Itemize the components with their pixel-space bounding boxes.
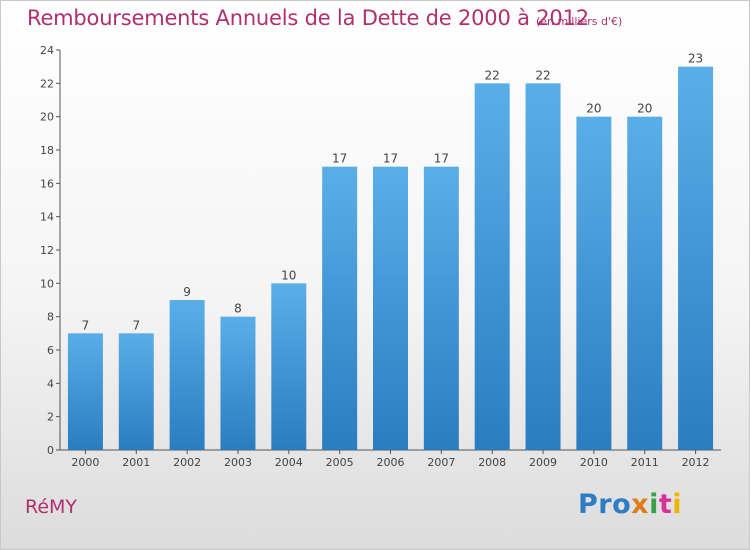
- y-tick-label: 2: [47, 411, 54, 424]
- bar-value-label: 20: [586, 102, 601, 116]
- y-tick-label: 14: [40, 211, 54, 224]
- bar-value-label: 17: [332, 152, 347, 166]
- bar-value-label: 7: [82, 318, 90, 332]
- x-tick-label: 2000: [71, 456, 99, 469]
- x-tick-label: 2007: [427, 456, 455, 469]
- y-tick-label: 18: [40, 144, 54, 157]
- logo-part: Pro: [578, 489, 632, 520]
- y-tick-label: 20: [40, 111, 54, 124]
- chart-title: Remboursements Annuels de la Dette de 20…: [27, 6, 589, 30]
- logo-part: i: [649, 489, 659, 520]
- y-tick-label: 0: [47, 444, 54, 457]
- y-tick-label: 4: [47, 377, 54, 390]
- bar-value-label: 9: [183, 285, 191, 299]
- bar: [678, 66, 714, 451]
- proxiti-logo: Proxiti: [578, 489, 682, 520]
- bar: [271, 283, 307, 450]
- x-tick-label: 2012: [682, 456, 710, 469]
- bar-value-label: 10: [281, 268, 296, 282]
- logo-part: x: [631, 489, 650, 520]
- x-tick-label: 2005: [326, 456, 354, 469]
- y-tick-label: 12: [40, 244, 54, 257]
- x-tick-label: 2006: [377, 456, 405, 469]
- town-name: RéMY: [25, 496, 78, 518]
- x-tick-label: 2010: [580, 456, 608, 469]
- logo-part: t: [658, 489, 673, 520]
- bar: [322, 166, 358, 450]
- y-tick-label: 16: [40, 177, 54, 190]
- bar: [118, 333, 154, 450]
- x-tick-label: 2004: [275, 456, 303, 469]
- bar: [373, 166, 408, 450]
- bar: [220, 316, 256, 450]
- bar-value-label: 17: [383, 152, 398, 166]
- bar-value-label: 23: [688, 52, 703, 66]
- bar-value-label: 7: [132, 318, 140, 332]
- bar: [576, 116, 612, 451]
- bar-value-label: 17: [434, 152, 449, 166]
- x-tick-label: 2002: [173, 456, 201, 469]
- bar-value-label: 22: [485, 68, 500, 82]
- bar: [474, 83, 510, 450]
- bar: [67, 333, 103, 450]
- y-tick-label: 22: [40, 77, 54, 90]
- y-tick-label: 24: [40, 44, 54, 57]
- x-tick-label: 2001: [122, 456, 150, 469]
- x-tick-label: 2008: [478, 456, 506, 469]
- x-tick-label: 2003: [224, 456, 252, 469]
- x-tick-label: 2009: [529, 456, 557, 469]
- x-tick-label: 2011: [631, 456, 659, 469]
- bar-value-label: 8: [234, 302, 242, 316]
- bar: [627, 116, 663, 451]
- bar: [169, 300, 205, 450]
- y-tick-label: 8: [47, 311, 54, 324]
- y-tick-label: 10: [40, 277, 54, 290]
- y-tick-label: 6: [47, 344, 54, 357]
- bar: [423, 166, 459, 450]
- chart-unit: (en milliers d'€): [536, 15, 623, 28]
- bar-value-label: 20: [637, 102, 652, 116]
- bar: [525, 83, 561, 450]
- bar-value-label: 22: [535, 68, 550, 82]
- logo-part: i: [672, 489, 683, 520]
